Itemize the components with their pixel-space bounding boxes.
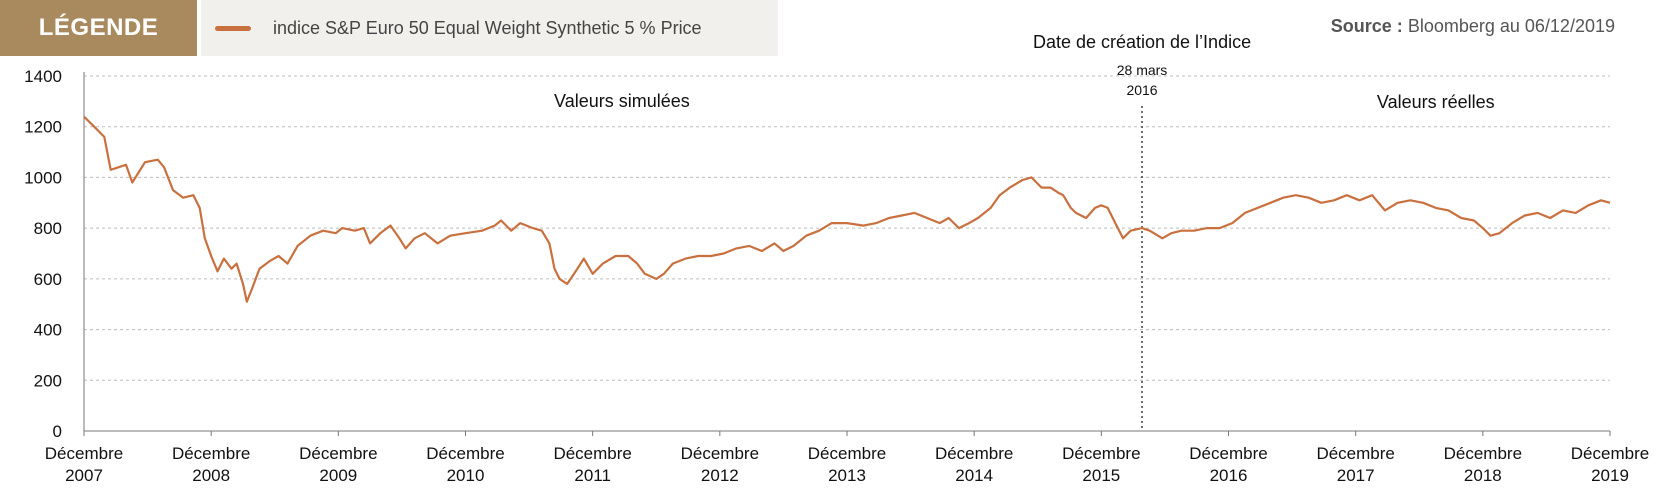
x-tick-label-month: Décembre	[1062, 444, 1140, 463]
x-tick-label-year: 2019	[1591, 466, 1629, 485]
x-tick-label-year: 2008	[192, 466, 230, 485]
x-tick-label-year: 2011	[574, 466, 611, 485]
y-tick-label: 1400	[24, 67, 62, 86]
x-tick-label-year: 2012	[701, 466, 739, 485]
real-values-label: Valeurs réelles	[1377, 92, 1495, 112]
x-tick-label-month: Décembre	[426, 444, 504, 463]
x-tick-label-month: Décembre	[299, 444, 377, 463]
x-tick-label-year: 2007	[65, 466, 103, 485]
grid-lines	[84, 75, 1610, 381]
x-tick-label-month: Décembre	[1316, 444, 1394, 463]
source-text: Bloomberg au 06/12/2019	[1407, 16, 1615, 36]
x-tick-label-month: Décembre	[681, 444, 759, 463]
y-tick-label: 1200	[24, 118, 62, 137]
creation-date-month: 28 mars	[1117, 62, 1168, 78]
x-tick-label-month: Décembre	[808, 444, 886, 463]
series-line	[83, 115, 1611, 303]
x-tick-label-month: Décembre	[553, 444, 631, 463]
y-tick-label: 1000	[24, 168, 62, 187]
simulated-values-label: Valeurs simulées	[554, 91, 690, 111]
x-tick-label-year: 2015	[1082, 466, 1120, 485]
y-tick-label: 0	[53, 422, 62, 441]
x-tick-label-year: 2010	[447, 466, 485, 485]
y-tick-label: 600	[34, 270, 62, 289]
creation-title: Date de création de l’Indice	[1033, 32, 1251, 52]
x-tick-label-year: 2013	[828, 466, 866, 485]
x-tick-label-month: Décembre	[1571, 444, 1649, 463]
y-tick-label: 800	[34, 219, 62, 238]
source-label: Source :	[1330, 16, 1403, 36]
x-tick-label-year: 2014	[955, 466, 993, 485]
source-note: Source : Bloomberg au 06/12/2019	[1331, 16, 1615, 37]
legend-title: LÉGENDE	[0, 0, 197, 56]
legend-swatch	[215, 25, 251, 31]
creation-date-year: 2016	[1126, 82, 1157, 98]
x-tick-label-month: Décembre	[935, 444, 1013, 463]
x-tick-label-month: Décembre	[1444, 444, 1522, 463]
x-tick-label-year: 2017	[1337, 466, 1375, 485]
axes	[83, 72, 1611, 436]
x-tick-labels: Décembre 2007 Décembre 2008 Décembre 2009 Déce…	[45, 444, 1649, 485]
y-tick-label: 200	[34, 371, 62, 390]
legend-panel: indice S&P Euro 50 Equal Weight Syntheti…	[201, 0, 778, 56]
legend-series-label: indice S&P Euro 50 Equal Weight Syntheti…	[273, 17, 702, 38]
x-tick-label-year: 2009	[319, 466, 357, 485]
x-tick-label-month: Décembre	[45, 444, 123, 463]
x-tick-label-year: 2018	[1464, 466, 1502, 485]
x-tick-label-month: Décembre	[1189, 444, 1267, 463]
x-tick-label-month: Décembre	[172, 444, 250, 463]
y-tick-labels: 0 200 400 600 800 1000 1200 1400	[24, 67, 62, 441]
x-tick-label-year: 2016	[1210, 466, 1248, 485]
y-tick-label: 400	[34, 321, 62, 340]
